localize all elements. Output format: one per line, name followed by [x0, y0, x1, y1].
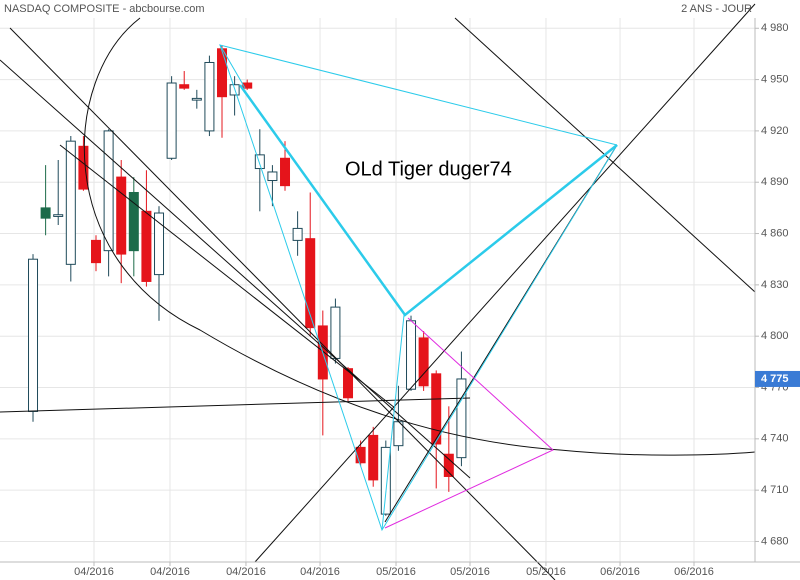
x-tick-label: 05/2016 — [450, 566, 490, 578]
candle-body — [179, 84, 190, 89]
last-price-badge — [755, 370, 800, 387]
candle-body — [330, 306, 341, 359]
candle-body — [116, 176, 127, 255]
grid — [0, 18, 755, 562]
pattern-line — [381, 314, 405, 531]
candle-body — [418, 337, 429, 387]
candle-body — [40, 207, 51, 219]
candle-body — [154, 212, 165, 276]
candle-body — [355, 446, 366, 464]
candle-body — [406, 320, 417, 390]
period-label: 2 ANS - JOUR — [681, 3, 752, 15]
x-tick-label: 04/2016 — [150, 566, 190, 578]
candle-body — [393, 421, 404, 447]
x-tick-label: 04/2016 — [300, 566, 340, 578]
drawings — [0, 3, 756, 580]
annotation: OLd Tiger duger74 — [345, 158, 512, 180]
candle-body — [53, 214, 64, 217]
candle-body — [443, 453, 454, 477]
candle-body — [28, 258, 39, 412]
y-tick-label: 4 920 — [761, 125, 789, 137]
candle-body — [204, 61, 215, 132]
y-tick-label: 4 980 — [761, 22, 789, 34]
candle-body — [280, 157, 291, 187]
candles — [28, 45, 467, 516]
x-tick-label: 06/2016 — [674, 566, 714, 578]
candle-body — [292, 227, 303, 241]
pattern-line — [219, 44, 618, 532]
candle-body — [343, 368, 354, 399]
candle-body — [267, 171, 278, 182]
last-price-label: 4 775 — [761, 373, 789, 385]
pattern-line — [384, 317, 554, 529]
y-tick-label: 4 710 — [761, 484, 789, 496]
candle-body — [65, 140, 76, 265]
candle-body — [242, 82, 253, 89]
candle-body — [456, 378, 467, 459]
pattern-line — [218, 44, 618, 146]
x-tick-label: 05/2016 — [526, 566, 566, 578]
candle-body — [128, 191, 139, 252]
trend-line — [254, 3, 756, 563]
candle-body — [78, 145, 89, 190]
candle-body — [254, 154, 265, 170]
y-tick-label: 4 680 — [761, 535, 789, 547]
candle-body — [305, 238, 316, 329]
candle-body — [141, 210, 152, 282]
x-tick-label: 06/2016 — [600, 566, 640, 578]
y-tick-label: 4 830 — [761, 279, 789, 291]
trend-line — [0, 59, 471, 479]
candle-body — [103, 130, 114, 252]
y-tick-label: 4 860 — [761, 227, 789, 239]
trend-arc — [83, 17, 756, 456]
x-tick-label: 04/2016 — [226, 566, 266, 578]
candle-body — [166, 82, 177, 159]
candle-body — [380, 446, 391, 515]
chart-title: NASDAQ COMPOSITE - abcbourse.com — [4, 3, 205, 15]
trend-line — [59, 144, 396, 409]
y-tick-label: 4 890 — [761, 176, 789, 188]
y-tick-label: 4 740 — [761, 433, 789, 445]
y-tick-label: 4 800 — [761, 330, 789, 342]
candle-body — [217, 48, 228, 98]
trend-line — [0, 397, 471, 413]
candle-body — [191, 97, 202, 101]
pattern-line — [238, 84, 618, 317]
x-tick-label: 04/2016 — [74, 566, 114, 578]
candle-body — [431, 373, 442, 445]
trend-line — [9, 27, 556, 580]
candle-body — [91, 239, 102, 264]
y-tick-label: 4 950 — [761, 73, 789, 85]
x-tick-label: 05/2016 — [376, 566, 416, 578]
candle-body — [368, 434, 379, 481]
